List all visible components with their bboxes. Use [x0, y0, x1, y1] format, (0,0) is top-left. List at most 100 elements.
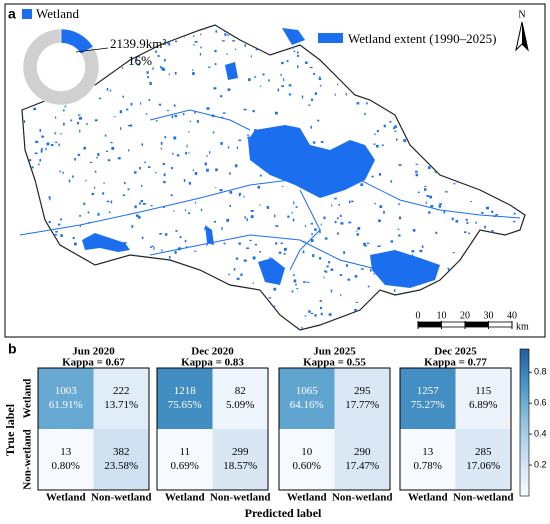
scale-segment	[464, 321, 489, 328]
wetland-speck	[46, 142, 50, 146]
wetland-speck	[310, 98, 314, 101]
wetland-speck	[184, 239, 187, 243]
wetland-speck	[273, 305, 275, 308]
wetland-speck	[73, 79, 75, 82]
wetland-speck	[286, 59, 289, 63]
wetland-speck	[259, 174, 262, 177]
wetland-speck	[174, 250, 177, 254]
wetland-speck	[466, 136, 468, 139]
cell-count: 290	[354, 446, 371, 458]
wetland-speck	[213, 220, 217, 223]
wetland-speck	[162, 68, 166, 71]
wetland-speck	[268, 297, 272, 299]
wetland-speck	[192, 169, 194, 172]
wetland-speck	[325, 329, 327, 330]
wetland-speck	[401, 119, 403, 122]
wetland-speck	[121, 67, 124, 69]
wetland-speck	[172, 281, 175, 284]
wetland-speck	[193, 44, 195, 46]
wetland-speck	[379, 102, 383, 106]
wetland-speck	[415, 173, 419, 177]
wetland-speck	[96, 289, 100, 291]
wetland-speck	[144, 273, 148, 276]
wetland-speck	[185, 209, 187, 212]
cell-count: 299	[232, 446, 249, 458]
wetland-speck	[73, 305, 75, 309]
wetland-speck	[474, 184, 477, 188]
wetland-speck	[293, 50, 296, 53]
wetland-speck	[200, 46, 202, 49]
wetland-speck	[481, 132, 484, 134]
wetland-speck	[453, 25, 455, 28]
wetland-speck	[474, 80, 477, 82]
lake	[225, 62, 238, 80]
wetland-speck	[227, 146, 230, 149]
wetland-speck	[61, 252, 65, 256]
wetland-speck	[126, 108, 129, 111]
wetland-speck	[313, 34, 316, 36]
wetland-speck	[293, 279, 297, 283]
wetland-speck	[93, 186, 96, 189]
wetland-speck	[177, 31, 179, 33]
wetland-speck	[448, 268, 450, 271]
wetland-speck	[444, 191, 448, 193]
wetland-speck	[402, 78, 404, 82]
wetland-speck	[324, 270, 326, 273]
wetland-speck	[98, 292, 100, 294]
wetland-speck	[495, 213, 498, 216]
wetland-speck	[235, 257, 239, 260]
wetland-speck	[22, 187, 24, 191]
matrix-subtitle: Kappa = 0.77	[424, 357, 487, 369]
wetland-speck	[109, 211, 111, 214]
wetland-speck	[282, 185, 284, 188]
wetland-speck	[383, 124, 386, 128]
wetland-speck	[250, 210, 254, 212]
wetland-speck	[243, 195, 245, 198]
wetland-speck	[149, 81, 152, 85]
wetland-speck	[466, 86, 469, 88]
wetland-speck	[154, 172, 157, 174]
wetland-speck	[232, 40, 235, 42]
cell-percent: 0.69%	[171, 460, 199, 472]
wetland-speck	[367, 285, 370, 288]
wetland-speck	[43, 290, 47, 293]
wetland-speck	[283, 247, 287, 251]
wetland-speck	[447, 94, 450, 97]
wetland-speck	[39, 158, 42, 162]
wetland-speck	[469, 129, 471, 133]
wetland-speck	[133, 32, 136, 34]
wetland-speck	[379, 309, 383, 311]
wetland-speck	[28, 298, 31, 301]
wetland-speck	[430, 205, 434, 208]
wetland-speck	[339, 71, 342, 74]
wetland-speck	[173, 283, 177, 286]
wetland-speck	[50, 243, 53, 247]
wetland-speck	[426, 195, 430, 197]
wetland-speck	[219, 188, 223, 192]
wetland-speck	[259, 204, 261, 206]
cell-percent: 0.78%	[414, 460, 442, 472]
wetland-speck	[488, 179, 492, 181]
wetland-speck	[147, 76, 150, 79]
wetland-speck	[375, 308, 378, 310]
wetland-speck	[477, 246, 479, 248]
wetland-speck	[158, 321, 160, 323]
wetland-speck	[452, 296, 455, 300]
scale-tick-label: 40	[507, 310, 517, 321]
wetland-speck	[328, 261, 331, 264]
wetland-speck	[439, 203, 442, 205]
wetland-speck	[246, 247, 250, 250]
wetland-speck	[526, 257, 529, 258]
wetland-speck	[255, 49, 258, 51]
wetland-speck	[95, 269, 99, 272]
wetland-speck	[48, 196, 51, 198]
wetland-speck	[453, 183, 456, 185]
matrix-frame	[37, 367, 150, 491]
wetland-speck	[60, 234, 63, 238]
cell-percent: 18.57%	[223, 460, 257, 472]
wetland-speck	[77, 30, 81, 33]
wetland-speck	[498, 63, 502, 66]
wetland-speck	[477, 76, 479, 80]
wetland-speck	[450, 308, 454, 311]
cell-count: 11	[179, 446, 190, 458]
